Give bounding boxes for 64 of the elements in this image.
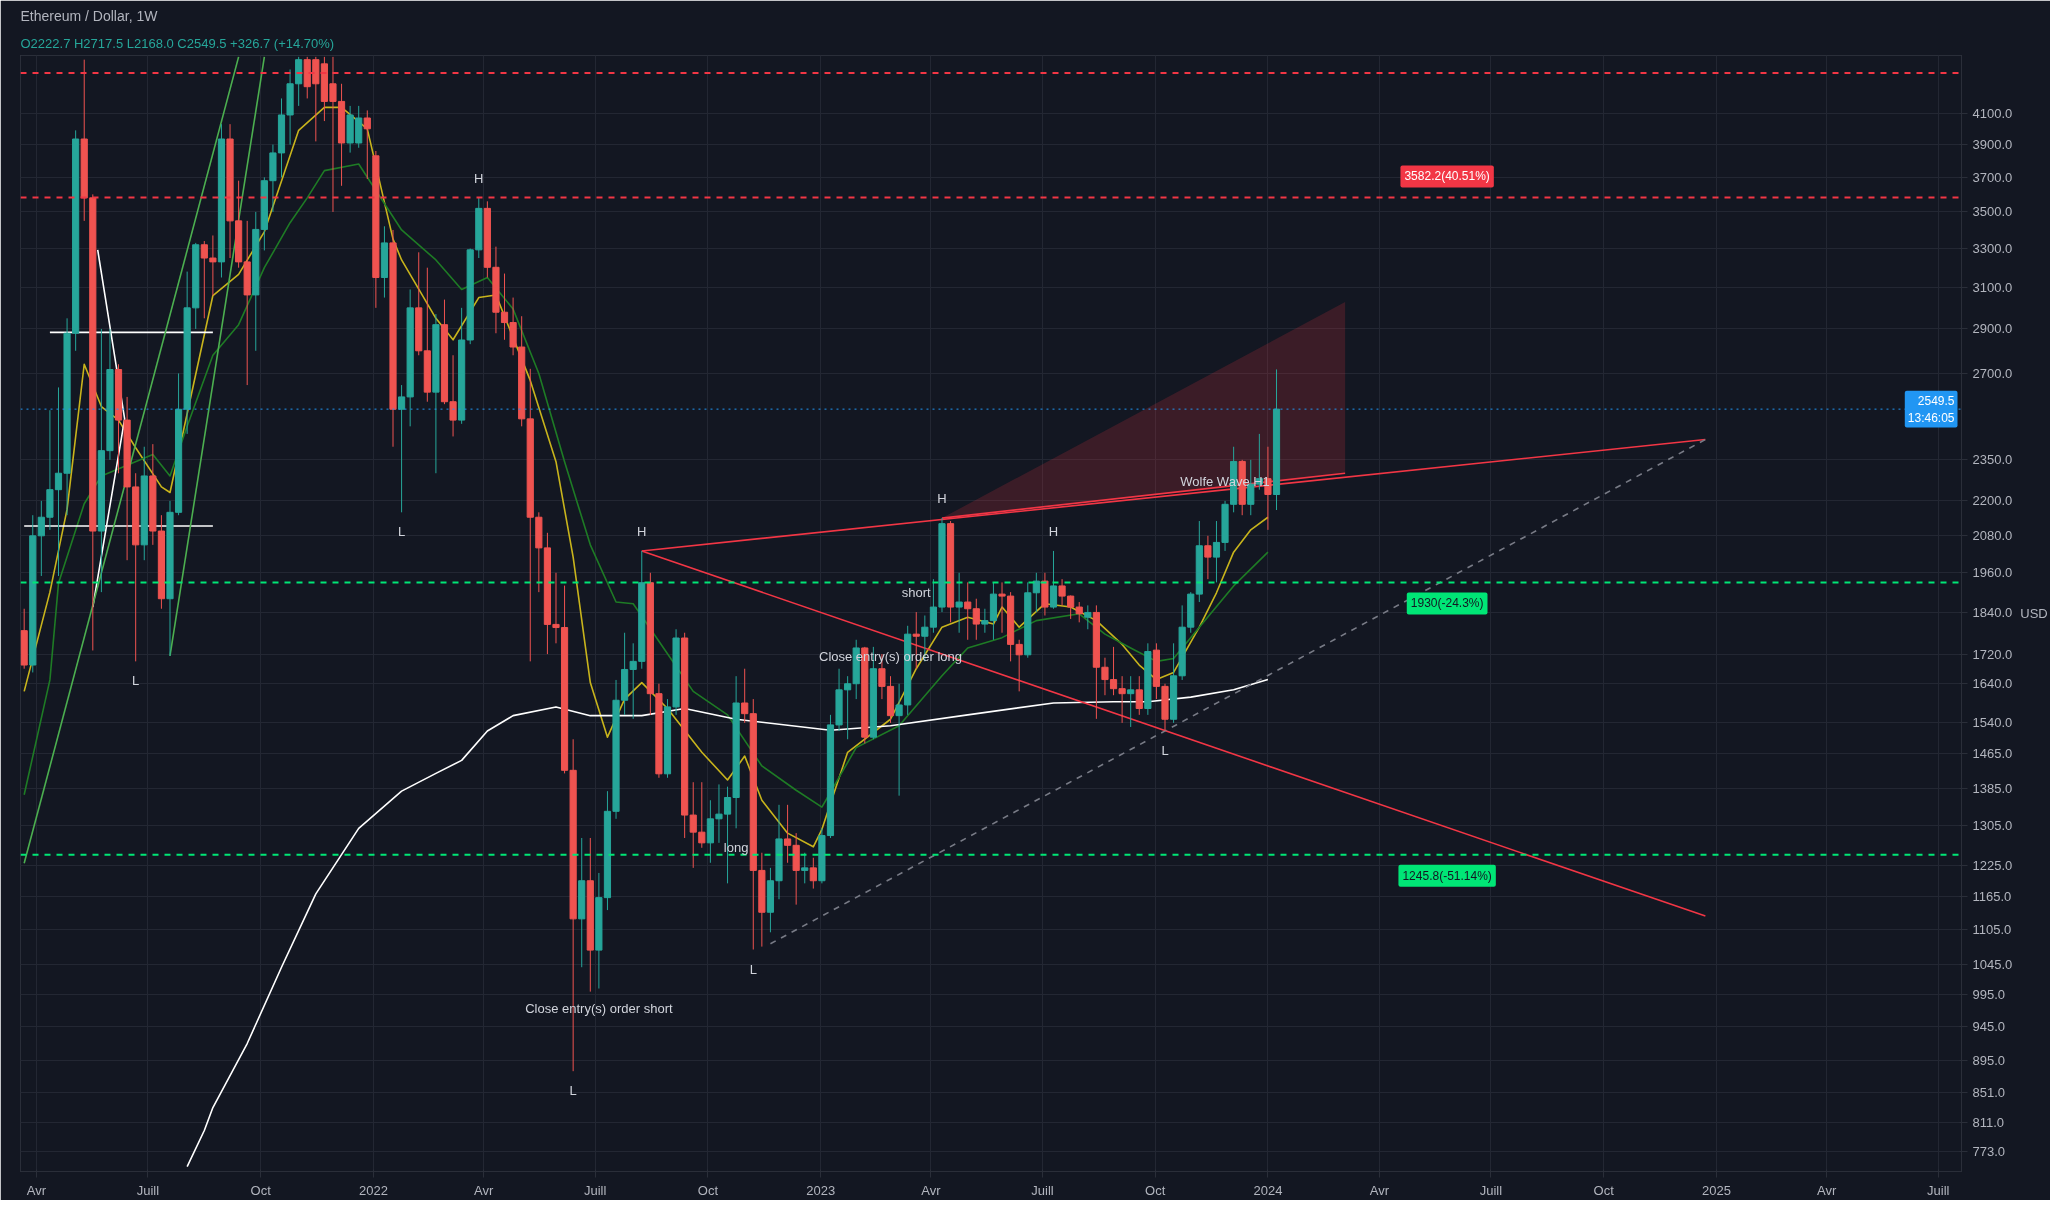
annotation: L [132,673,140,689]
y-tick-label: 1105.0 [1972,921,2012,937]
y-tick-label: 1165.0 [1972,889,2012,905]
ref-line-label: 1245.8(-51.14%) [1402,868,1492,883]
y-tick-label: 3100.0 [1972,279,2013,295]
y-axis-title: USD [2020,606,2048,621]
y-tick-label: 2900.0 [1972,321,2013,337]
annotation: H [937,491,947,507]
ref-line-label: 2549.5 13:46:05 [1907,393,1955,425]
y-tick-label: 1960.0 [1972,565,2013,581]
annotation: L [569,1083,577,1099]
y-tick-label: 3500.0 [1972,204,2013,220]
y-tick-label: 1465.0 [1972,746,2013,762]
y-tick-label: 2080.0 [1972,528,2013,544]
y-tick-label: 851.0 [1972,1084,2006,1100]
y-tick-label: 1720.0 [1972,646,2013,662]
y-tick-label: 1840.0 [1972,604,2013,620]
y-tick-label: 811.0 [1972,1114,2005,1130]
annotation: L [749,961,757,977]
x-tick-label: Avr [474,1182,494,1198]
y-tick-label: 995.0 [1972,987,2006,1003]
text: O2222.7 H2717.5 L2168.0 C2549.5 +326.7 (+14.70%) [20,35,335,51]
y-tick-label: 1045.0 [1972,956,2013,972]
ref-line-label: 3582.2(40.51%) [1404,169,1490,184]
x-tick-label: Juill [584,1182,607,1198]
y-tick-label: 3700.0 [1972,169,2013,185]
annotation: L [1161,743,1169,759]
y-tick-label: 945.0 [1972,1019,2006,1035]
x-tick-label: Juill [1927,1182,1950,1198]
x-tick-label: 2023 [806,1182,836,1198]
annotation: H [474,170,484,186]
x-tick-label: Avr [921,1182,942,1198]
y-tick-label: 1305.0 [1972,818,2013,834]
annotation: H [637,523,647,539]
x-tick-label: Juill [1031,1182,1054,1198]
x-tick-label: Avr [26,1182,47,1198]
y-tick-label: 2700.0 [1972,365,2013,381]
annotation: H [1048,523,1059,539]
x-tick-label: Oct [1593,1182,1615,1198]
x-tick-label: Avr [1369,1182,1390,1198]
y-tick-label: 3900.0 [1972,137,2013,153]
x-tick-label: Oct [250,1182,272,1198]
annotation: short [901,585,932,601]
y-tick-label: 3300.0 [1972,241,2013,257]
x-tick-label: Oct [1145,1182,1166,1198]
x-tick-label: Avr [1817,1182,1838,1198]
y-tick-label: 1640.0 [1972,676,2013,692]
y-tick-label: 773.0 [1972,1144,2006,1160]
annotation: L [397,524,406,540]
y-tick-label: 895.0 [1972,1053,2006,1069]
y-tick-label: 1385.0 [1972,781,2013,797]
x-tick-label: 2022 [358,1182,388,1198]
y-tick-label: 4100.0 [1972,105,2013,121]
chart-title: Ethereum / Dollar, 1W [20,7,159,24]
x-tick-label: Juill [136,1182,160,1198]
x-tick-label: Oct [697,1182,719,1198]
x-tick-label: Juill [1479,1182,1503,1198]
ref-line-label: 1930(-24.3%) [1410,596,1484,611]
x-tick-label: 2025 [1701,1182,1731,1198]
y-tick-label: 2350.0 [1972,452,2013,468]
y-tick-label: 2200.0 [1972,493,2013,509]
y-tick-label: 1540.0 [1972,715,2013,731]
y-tick-label: 1225.0 [1972,857,2013,873]
x-tick-label: 2024 [1253,1182,1283,1198]
